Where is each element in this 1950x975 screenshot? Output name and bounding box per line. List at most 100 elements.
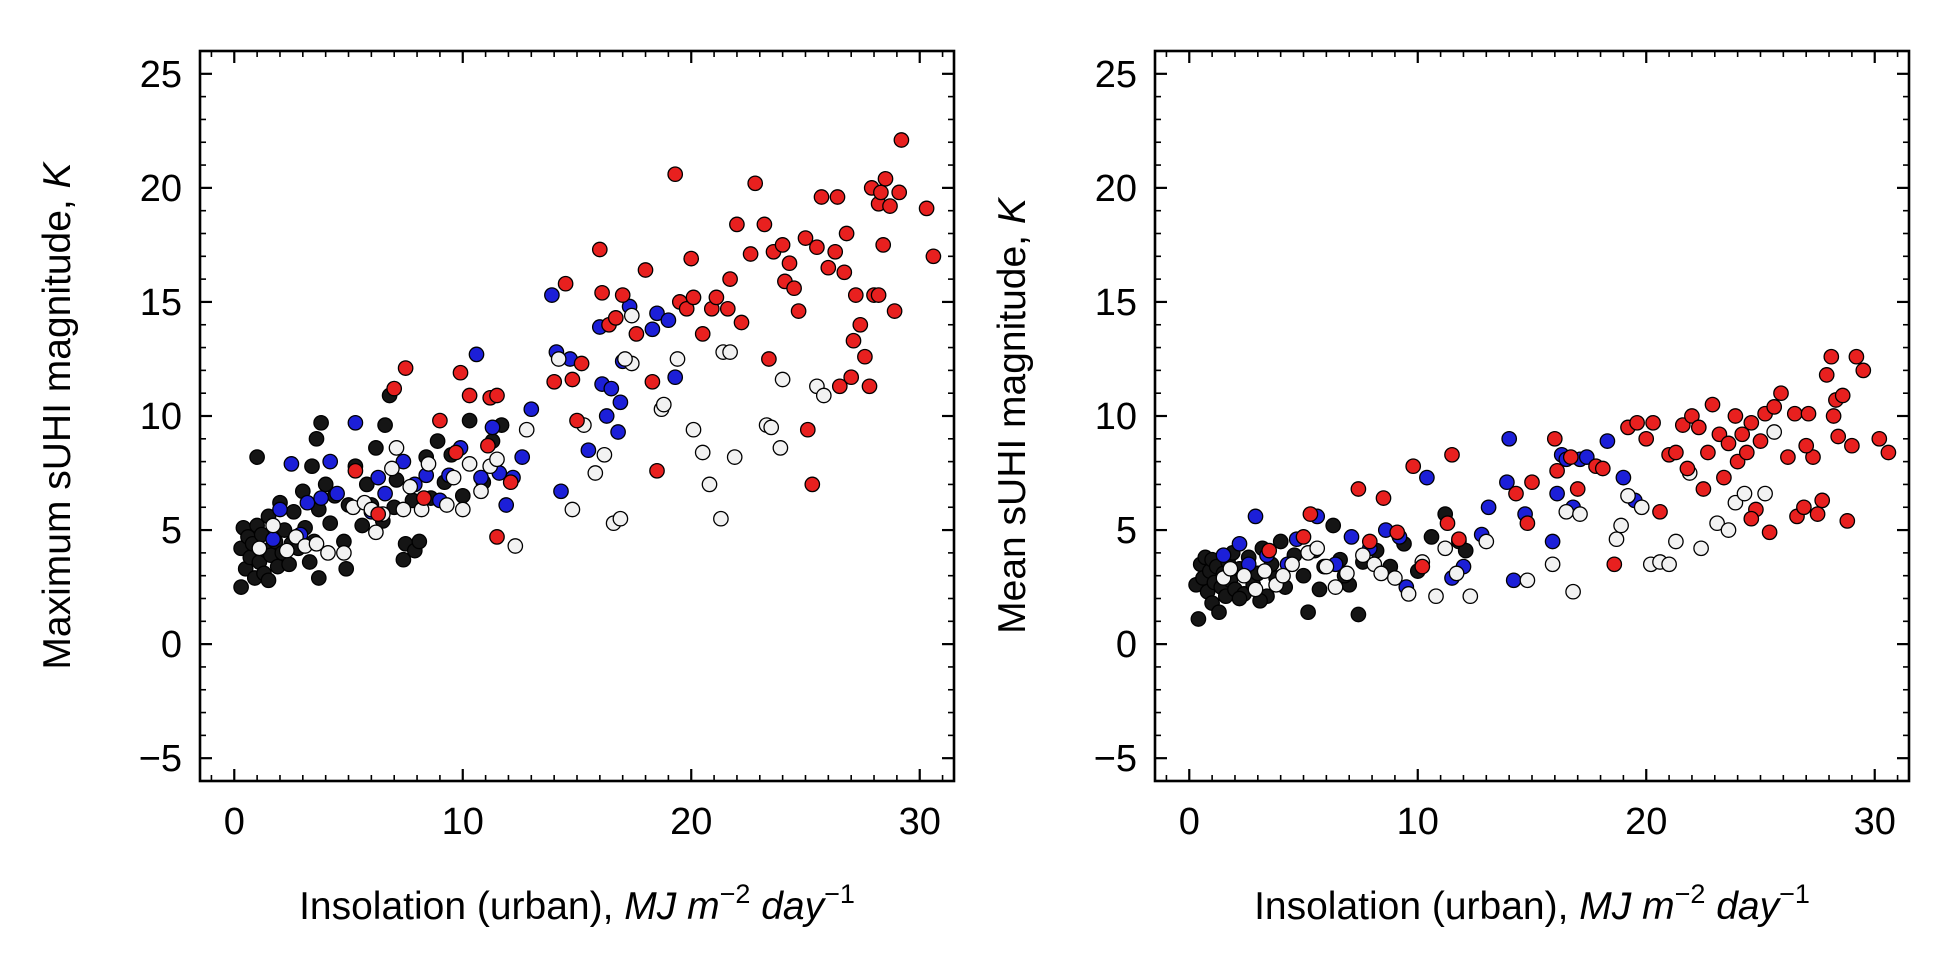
data-point-red: [432, 412, 448, 429]
data-point-red: [564, 371, 581, 388]
axis-ticks: [1155, 50, 1909, 782]
data-point-red: [1734, 426, 1751, 443]
data-point-red: [1830, 428, 1847, 445]
right-scatter-panel: 0 10 20 30 −5 0 5 10 15 20 25 Insolation (urban), M…: [991, 49, 1911, 928]
data-point-blue: [1480, 499, 1497, 516]
data-point-white: [420, 456, 437, 472]
data-point-white: [1558, 503, 1575, 520]
data-point-red: [875, 237, 892, 253]
data-point-red: [1848, 348, 1865, 365]
data-point-blue: [1505, 572, 1522, 589]
data-point-red: [797, 230, 814, 246]
data-point-white: [308, 535, 325, 552]
series-red: [347, 132, 942, 545]
data-point-blue: [1615, 469, 1632, 486]
data-point-red: [1350, 481, 1367, 497]
data-point-red: [1439, 515, 1456, 532]
data-point-blue: [644, 321, 661, 338]
data-point-black: [1295, 567, 1312, 584]
data-point-black: [1211, 604, 1227, 621]
data-point-white: [265, 517, 281, 534]
data-point-white: [550, 351, 567, 367]
x-tick-label: 0: [224, 801, 245, 843]
data-point-blue: [484, 419, 501, 436]
data-point-red: [1389, 524, 1406, 541]
data-point-red: [1508, 485, 1524, 502]
data-point-red: [1752, 433, 1769, 449]
data-point-red: [1761, 524, 1778, 541]
axis-ticks: [200, 50, 954, 782]
data-point-blue: [523, 401, 540, 418]
data-point-red: [873, 184, 889, 201]
data-point-red: [1261, 542, 1278, 559]
data-point-white: [763, 419, 780, 436]
data-point-red: [1295, 529, 1312, 545]
data-point-red: [569, 412, 585, 429]
data-point-blue: [580, 442, 597, 459]
data-point-blue: [265, 531, 281, 548]
data-point-red: [836, 264, 853, 281]
data-point-white: [507, 538, 524, 554]
series-blue: [265, 287, 684, 548]
data-point-blue: [377, 485, 393, 502]
data-point-white: [1693, 540, 1709, 557]
data-point-blue: [1343, 529, 1360, 545]
data-point-blue: [553, 483, 569, 500]
data-point-white: [1720, 522, 1737, 538]
data-point-white: [1327, 579, 1344, 595]
data-point-red: [1738, 444, 1755, 461]
data-point-red: [925, 248, 942, 265]
data-point-black: [1325, 517, 1342, 534]
data-point-white: [623, 307, 640, 324]
data-point-white: [1284, 556, 1300, 573]
data-point-red: [722, 271, 738, 287]
data-point-red: [1606, 556, 1623, 573]
data-point-red: [461, 387, 478, 404]
x-tick-label: 30: [899, 801, 941, 843]
data-point-red: [614, 287, 631, 303]
data-point-red: [1809, 506, 1826, 522]
data-point-red: [847, 287, 864, 303]
data-point-blue: [603, 380, 620, 397]
data-point-red: [557, 275, 574, 292]
data-point-black: [377, 417, 393, 433]
data-point-red: [882, 198, 898, 214]
data-point-red: [1629, 414, 1645, 431]
data-point-red: [708, 289, 725, 306]
data-point-red: [1823, 348, 1840, 365]
data-point-red: [813, 189, 830, 205]
data-point-red: [1818, 367, 1835, 383]
data-point-red: [1679, 460, 1696, 477]
data-point-red: [843, 369, 860, 386]
data-point-white: [772, 440, 789, 456]
data-point-white: [713, 510, 729, 527]
data-point-red: [719, 300, 736, 317]
data-point-red: [861, 378, 878, 395]
data-point-white: [669, 351, 686, 367]
data-point-red: [799, 421, 816, 438]
data-point-red: [1780, 449, 1796, 465]
data-point-blue: [598, 408, 615, 424]
data-point-white: [1309, 540, 1326, 557]
data-point-blue: [299, 494, 316, 511]
x-tick-label: 0: [1179, 801, 1200, 843]
data-point-white: [1373, 565, 1390, 582]
data-point-red: [1594, 460, 1611, 477]
data-point-red: [1645, 414, 1661, 431]
data-point-blue: [1544, 533, 1561, 550]
data-point-red: [918, 200, 935, 217]
data-point-white: [685, 421, 702, 438]
data-point-white: [1428, 588, 1444, 605]
y-axis-label-max: Maximum sUHI magnitude, K: [36, 160, 79, 669]
data-point-blue: [347, 414, 364, 431]
data-point-white: [473, 483, 489, 500]
data-point-red: [857, 348, 873, 365]
data-point-red: [489, 529, 505, 545]
data-point-red: [397, 360, 414, 376]
data-point-black: [354, 517, 371, 534]
data-point-white: [1572, 506, 1588, 522]
data-point-black: [1350, 606, 1367, 623]
data-points: [233, 132, 942, 595]
data-point-red: [480, 437, 496, 454]
data-point-red: [1720, 435, 1737, 452]
